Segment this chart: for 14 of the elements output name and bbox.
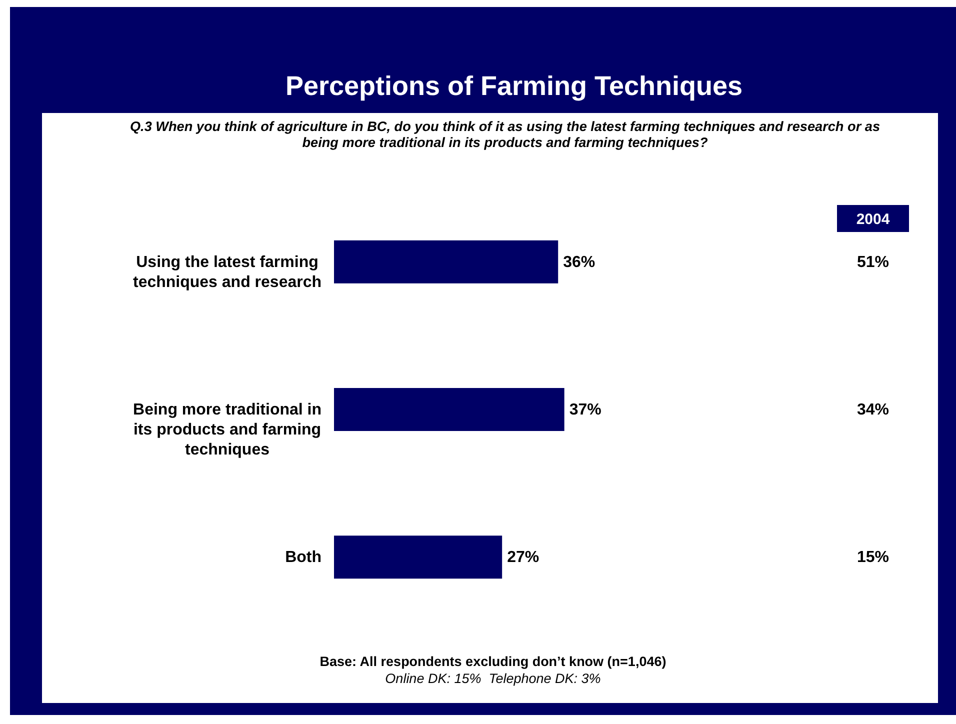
- chart-title: Perceptions of Farming Techniques: [285, 70, 743, 102]
- y-tick-label: Both: [285, 549, 322, 566]
- chart-subtitle: Q.3 When you think of agriculture in BC, do you think of it as using the latest farming techniques and research or as being more traditional in its products and farming techniques?: [128, 119, 882, 151]
- text: Base: All respondents excluding don’t know (n=1,046): [320, 653, 666, 670]
- y-tick-label: Being more traditional in its products and farming techniques: [133, 402, 322, 458]
- y-tick-label: Using the latest farming techniques and research: [132, 254, 322, 291]
- text: 34%: [856, 402, 890, 418]
- data-label: 27%: [507, 549, 540, 566]
- text: 51%: [856, 254, 890, 271]
- text: 15%: [856, 549, 890, 566]
- data-label: 37%: [569, 402, 602, 418]
- text: 2004: [856, 211, 890, 228]
- text: Online DK: 15% Telephone DK: 3%: [385, 670, 601, 687]
- data-label: 36%: [563, 254, 596, 271]
